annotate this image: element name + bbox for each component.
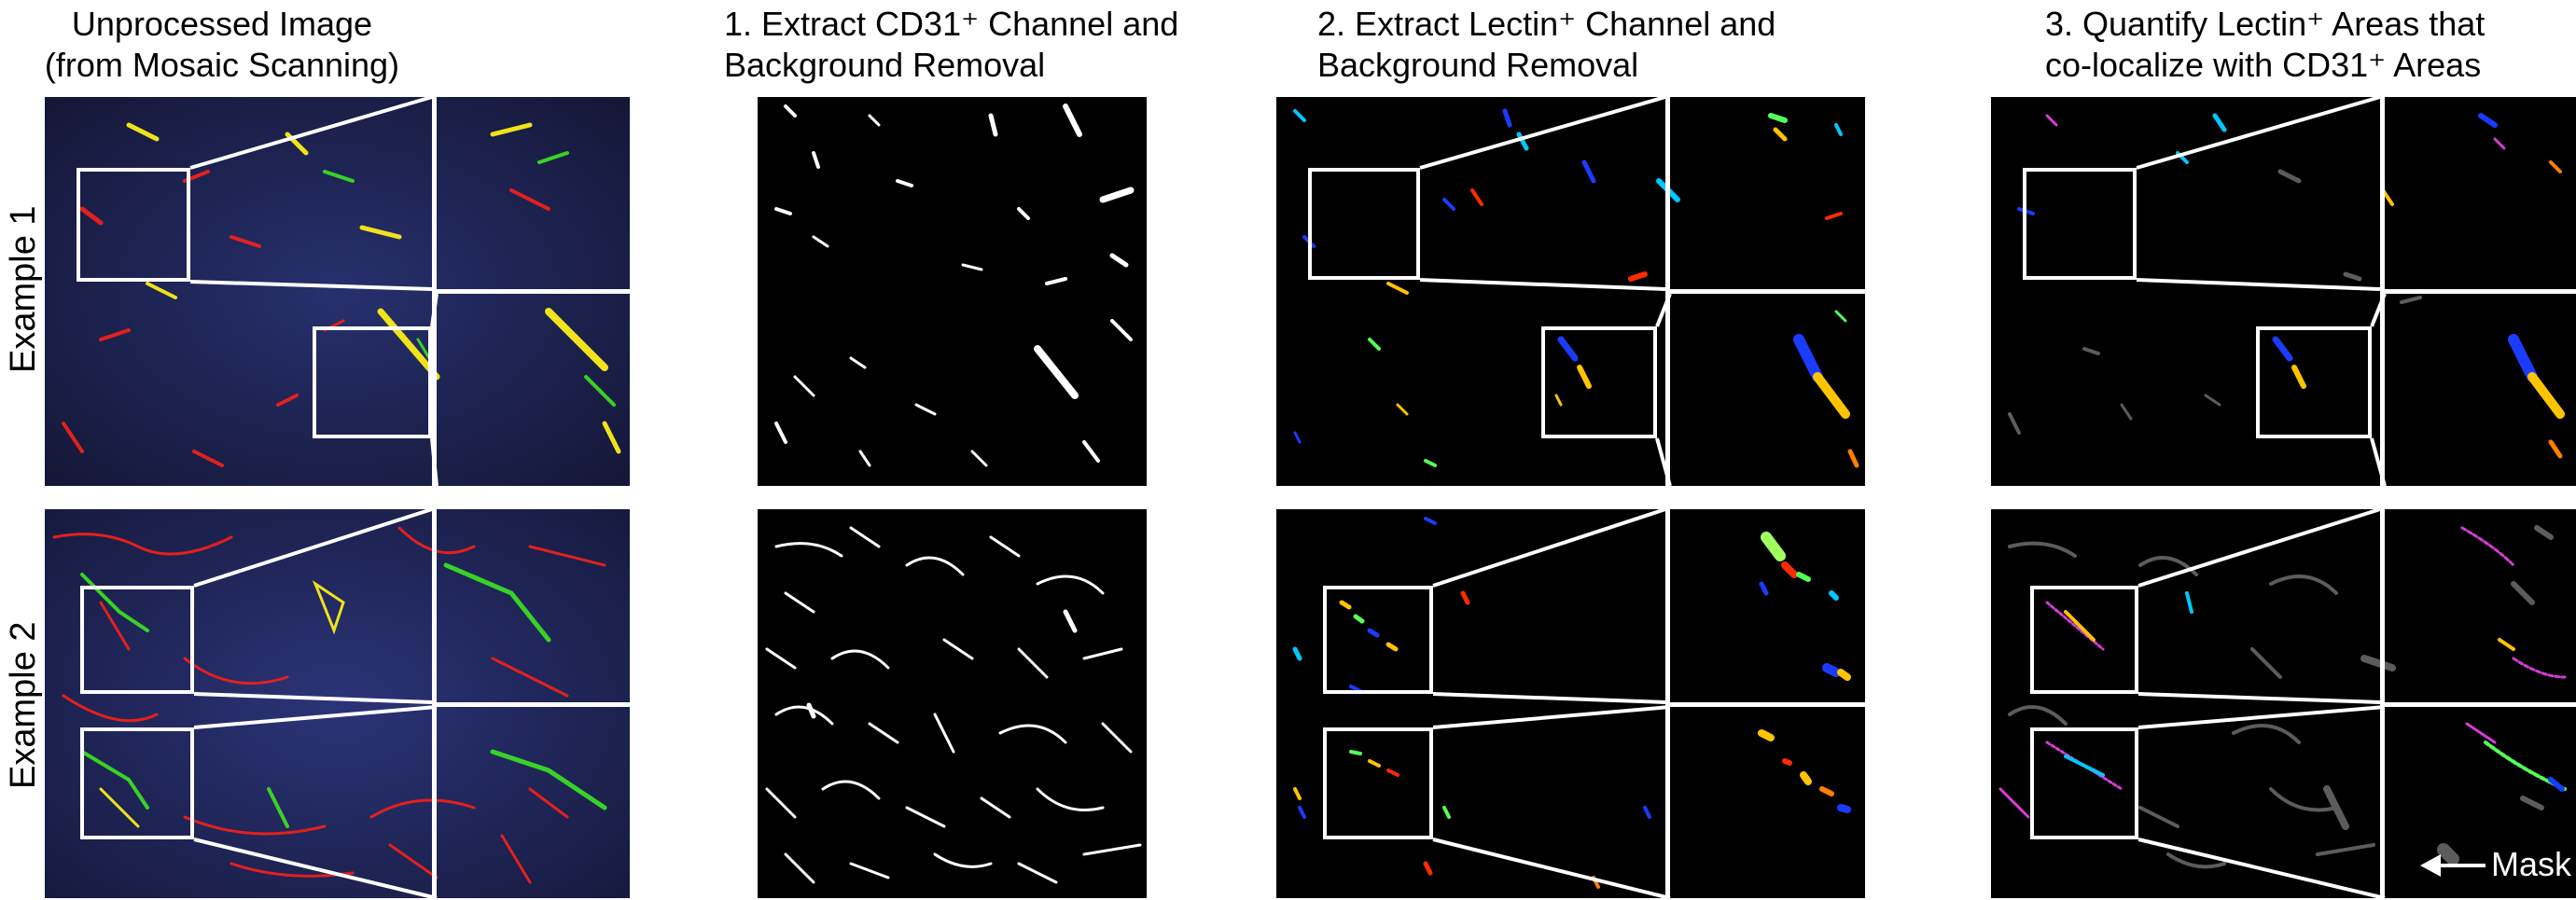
zoom-divider	[432, 509, 437, 898]
cd31-binary-example-2	[758, 509, 1147, 898]
zoom-divider	[2380, 97, 2385, 486]
row-label-example-2: Example 2	[4, 621, 43, 789]
zoom-region-box	[313, 326, 432, 438]
column-title-line2: Background Removal	[724, 46, 1046, 84]
column-title-line1: Unprocessed Image	[71, 5, 373, 43]
zoom-divider	[1665, 97, 1670, 486]
zoom-divider	[1665, 509, 1670, 898]
row-label-example-1: Example 1	[4, 205, 43, 373]
zoom-divider	[1670, 289, 1865, 294]
zoom-region-box	[1541, 326, 1657, 438]
cd31-binary-content	[774, 104, 1135, 467]
column-title-lectin: 2. Extract Lectin⁺ Channel and Backgroun…	[1317, 4, 1775, 86]
column-title-line2: Background Removal	[1317, 46, 1639, 84]
cd31-binary-example-1	[758, 97, 1147, 486]
mask-label: Mask	[2491, 845, 2572, 883]
zoom-region-box	[2030, 727, 2138, 839]
zoom-region-box	[80, 727, 194, 839]
zoom-region-box	[2256, 326, 2372, 438]
column-title-line1: 3. Quantify Lectin⁺ Areas that	[2045, 5, 2485, 43]
zoom-region-box	[1323, 727, 1433, 839]
zoom-region-box	[2023, 168, 2137, 280]
zoom-divider	[437, 289, 630, 294]
column-title-colocalize: 3. Quantify Lectin⁺ Areas that co-locali…	[2045, 4, 2485, 86]
zoom-divider	[2385, 702, 2576, 707]
column-title-line2: co-localize with CD31⁺ Areas	[2045, 46, 2482, 84]
arrow-left-icon	[2420, 854, 2485, 877]
zoom-divider	[437, 702, 630, 707]
zoom-region-box	[2030, 586, 2138, 694]
zoom-divider	[2380, 509, 2385, 898]
cd31-binary-content	[765, 526, 1142, 884]
zoom-region-box	[1308, 168, 1420, 280]
zoom-region-box	[1323, 586, 1433, 694]
column-title-line1: 1. Extract CD31⁺ Channel and	[724, 5, 1179, 43]
zoom-divider	[1670, 702, 1865, 707]
quantify-content	[2008, 113, 2565, 459]
column-title-cd31: 1. Extract CD31⁺ Channel and Background …	[724, 4, 1178, 86]
column-title-line2: (from Mosaic Scanning)	[44, 46, 400, 84]
zoom-divider	[432, 97, 437, 486]
column-title-unprocessed: Unprocessed Image (from Mosaic Scanning)	[35, 4, 409, 86]
lectin-labeled-content	[1292, 517, 1851, 889]
zoom-region-box	[80, 586, 194, 694]
column-title-line1: 2. Extract Lectin⁺ Channel and	[1317, 5, 1776, 43]
zoom-region-box	[77, 168, 190, 282]
zoom-divider	[2385, 289, 2576, 294]
